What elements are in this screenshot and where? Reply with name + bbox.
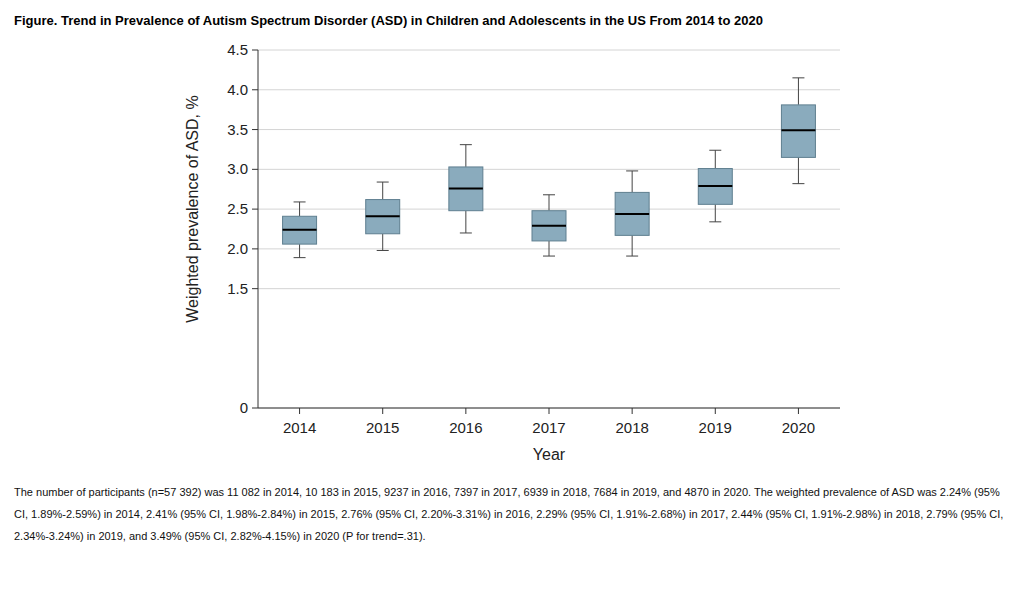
whisker-high — [715, 150, 716, 168]
grid-line — [258, 50, 840, 51]
whisker-low-cap — [709, 221, 721, 222]
whisker-low-cap — [294, 257, 306, 258]
grid-line — [258, 89, 840, 90]
whisker-high-cap — [709, 150, 721, 151]
x-tick-label: 2017 — [532, 419, 565, 436]
y-tick — [252, 169, 258, 170]
whisker-high-cap — [294, 201, 306, 202]
y-tick-label: 2.0 — [227, 240, 248, 257]
title: Figure. Trend in Prevalence of Autism Sp… — [14, 13, 763, 28]
x-tick-label: 2016 — [449, 419, 482, 436]
median — [366, 215, 400, 217]
whisker-high-cap — [543, 194, 555, 195]
whisker-low — [632, 235, 633, 256]
x-tick — [465, 408, 466, 414]
whisker-high — [798, 78, 799, 105]
whisker-high — [299, 202, 300, 216]
x-tick-label: 2020 — [782, 419, 815, 436]
median — [532, 225, 566, 227]
box — [532, 211, 566, 241]
x-tick-label: 2019 — [699, 419, 732, 436]
x-tick — [632, 408, 633, 414]
x-tick — [715, 408, 716, 414]
whisker-low — [798, 157, 799, 183]
box — [449, 167, 483, 211]
whisker-high-cap — [377, 182, 389, 183]
y-tick-label: 3.5 — [227, 121, 248, 138]
whisker-low-cap — [377, 250, 389, 251]
whisker-low-cap — [460, 232, 472, 233]
median — [615, 213, 649, 215]
whisker-low — [715, 204, 716, 222]
x-tick — [299, 408, 300, 414]
y-tick — [252, 288, 258, 289]
whisker-low-cap — [626, 256, 638, 257]
y-tick — [252, 209, 258, 210]
whisker-high-cap — [626, 170, 638, 171]
boxes — [283, 78, 816, 258]
box — [283, 216, 317, 244]
y-axis-label: Weighted prevalence of ASD, % — [184, 95, 201, 322]
whisker-high-cap — [460, 144, 472, 145]
y-tick — [252, 89, 258, 90]
y-tick-label: 2.5 — [227, 200, 248, 217]
chart: 0 1.5 2.0 2.5 3.0 3.5 4.0 4.5 2014 2015 2016 2017 20… — [0, 0, 1024, 596]
x-axis-label: Year — [533, 446, 566, 463]
median — [283, 229, 317, 231]
y-tick-label: 1.5 — [227, 280, 248, 297]
y-tick-label: 4.0 — [227, 81, 248, 98]
y-tick — [252, 248, 258, 249]
whisker-low-cap — [543, 256, 555, 257]
box — [698, 169, 732, 205]
x-tick-label: 2015 — [366, 419, 399, 436]
y-axis — [258, 50, 259, 408]
box — [781, 105, 815, 158]
x-tick — [382, 408, 383, 414]
whisker-high — [549, 195, 550, 211]
box — [615, 192, 649, 235]
y-tick-label: 4.5 — [227, 41, 248, 58]
y-tick — [252, 408, 258, 409]
y-tick — [252, 50, 258, 51]
x-tick — [798, 408, 799, 414]
whisker-low — [465, 211, 466, 233]
y-tick — [252, 129, 258, 130]
whisker-low — [382, 234, 383, 251]
whisker-high — [382, 182, 383, 200]
median — [449, 187, 483, 189]
median — [781, 129, 815, 131]
y-tick-label: 3.0 — [227, 160, 248, 177]
caption: The number of participants (n=57 392) wa… — [14, 481, 1004, 547]
x-tick-label: 2014 — [283, 419, 316, 436]
whisker-high-cap — [792, 77, 804, 78]
grid-line — [258, 288, 840, 289]
whisker-low-cap — [792, 183, 804, 184]
whisker-low — [299, 244, 300, 258]
x-tick — [549, 408, 550, 414]
median — [698, 185, 732, 187]
box — [366, 200, 400, 234]
whisker-high — [465, 145, 466, 167]
x-tick-label: 2018 — [615, 419, 648, 436]
grid-line — [258, 129, 840, 130]
whisker-high — [632, 171, 633, 192]
grid-line — [258, 169, 840, 170]
y-tick-label: 0 — [240, 399, 248, 416]
whisker-low — [549, 241, 550, 256]
